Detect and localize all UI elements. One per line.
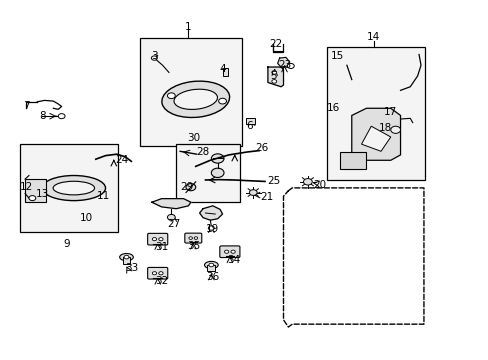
Bar [245,118,254,125]
Circle shape [208,263,213,267]
Text: 17: 17 [384,107,397,117]
Circle shape [185,184,195,191]
Circle shape [271,71,276,74]
Circle shape [167,93,175,99]
FancyBboxPatch shape [147,233,167,245]
Circle shape [159,272,163,275]
Circle shape [390,126,400,134]
Text: 25: 25 [266,176,280,186]
Text: 32: 32 [155,276,168,286]
Text: 30: 30 [186,133,200,143]
Polygon shape [351,108,400,160]
Text: 20: 20 [313,180,326,190]
Text: 16: 16 [326,103,339,113]
FancyBboxPatch shape [184,233,202,243]
Text: 8: 8 [39,111,45,121]
Text: 5: 5 [270,71,277,81]
Text: 6: 6 [245,121,252,131]
Bar [207,265,215,271]
Bar [222,68,228,76]
Text: 22: 22 [269,39,282,49]
Text: 12: 12 [20,182,33,192]
Circle shape [188,237,192,239]
Circle shape [224,250,228,253]
Circle shape [211,154,224,163]
Ellipse shape [120,253,133,261]
Circle shape [167,215,175,220]
Circle shape [58,114,65,119]
Circle shape [230,250,235,253]
FancyBboxPatch shape [147,267,167,279]
Bar [25,179,45,202]
Circle shape [287,63,294,68]
Text: 29: 29 [180,182,193,192]
Text: 33: 33 [124,263,138,273]
Ellipse shape [174,89,217,109]
Text: 24: 24 [115,155,128,165]
Text: 31: 31 [155,242,168,252]
Circle shape [152,238,156,241]
Circle shape [124,255,129,259]
Ellipse shape [42,176,105,201]
Bar [122,257,130,264]
Polygon shape [361,126,390,151]
Polygon shape [152,199,190,209]
Text: 34: 34 [227,255,240,265]
Text: 4: 4 [219,64,225,74]
Circle shape [29,195,36,201]
Circle shape [211,168,224,177]
Polygon shape [277,57,289,67]
Bar [20,144,118,232]
Text: 3: 3 [151,51,157,61]
FancyBboxPatch shape [220,246,240,257]
Circle shape [151,56,157,60]
Circle shape [208,226,214,230]
Ellipse shape [204,261,218,269]
Text: 11: 11 [96,191,109,201]
Circle shape [249,190,257,195]
Circle shape [303,179,312,185]
Text: 7: 7 [22,102,29,112]
Text: 1: 1 [185,22,191,32]
Text: 19: 19 [206,225,219,234]
Text: 26: 26 [254,143,267,153]
Text: 36: 36 [206,272,219,282]
Text: 10: 10 [80,213,92,222]
Ellipse shape [162,81,229,117]
Ellipse shape [53,181,94,195]
Text: 14: 14 [366,32,380,42]
Circle shape [218,98,226,104]
Bar [176,144,239,202]
Circle shape [194,237,197,239]
Text: 15: 15 [330,51,343,61]
Text: 21: 21 [259,192,272,202]
Bar [339,152,366,169]
Text: 18: 18 [379,123,392,133]
Text: 27: 27 [167,219,180,229]
Polygon shape [267,67,283,87]
Text: 9: 9 [63,239,70,249]
Circle shape [271,80,276,83]
Circle shape [159,238,163,241]
Circle shape [152,272,156,275]
Text: 28: 28 [196,147,209,157]
Text: 23: 23 [277,60,290,70]
Text: 35: 35 [186,241,200,251]
Polygon shape [199,206,222,220]
Bar [140,39,242,146]
Bar [327,47,424,180]
Text: 13: 13 [36,189,49,199]
